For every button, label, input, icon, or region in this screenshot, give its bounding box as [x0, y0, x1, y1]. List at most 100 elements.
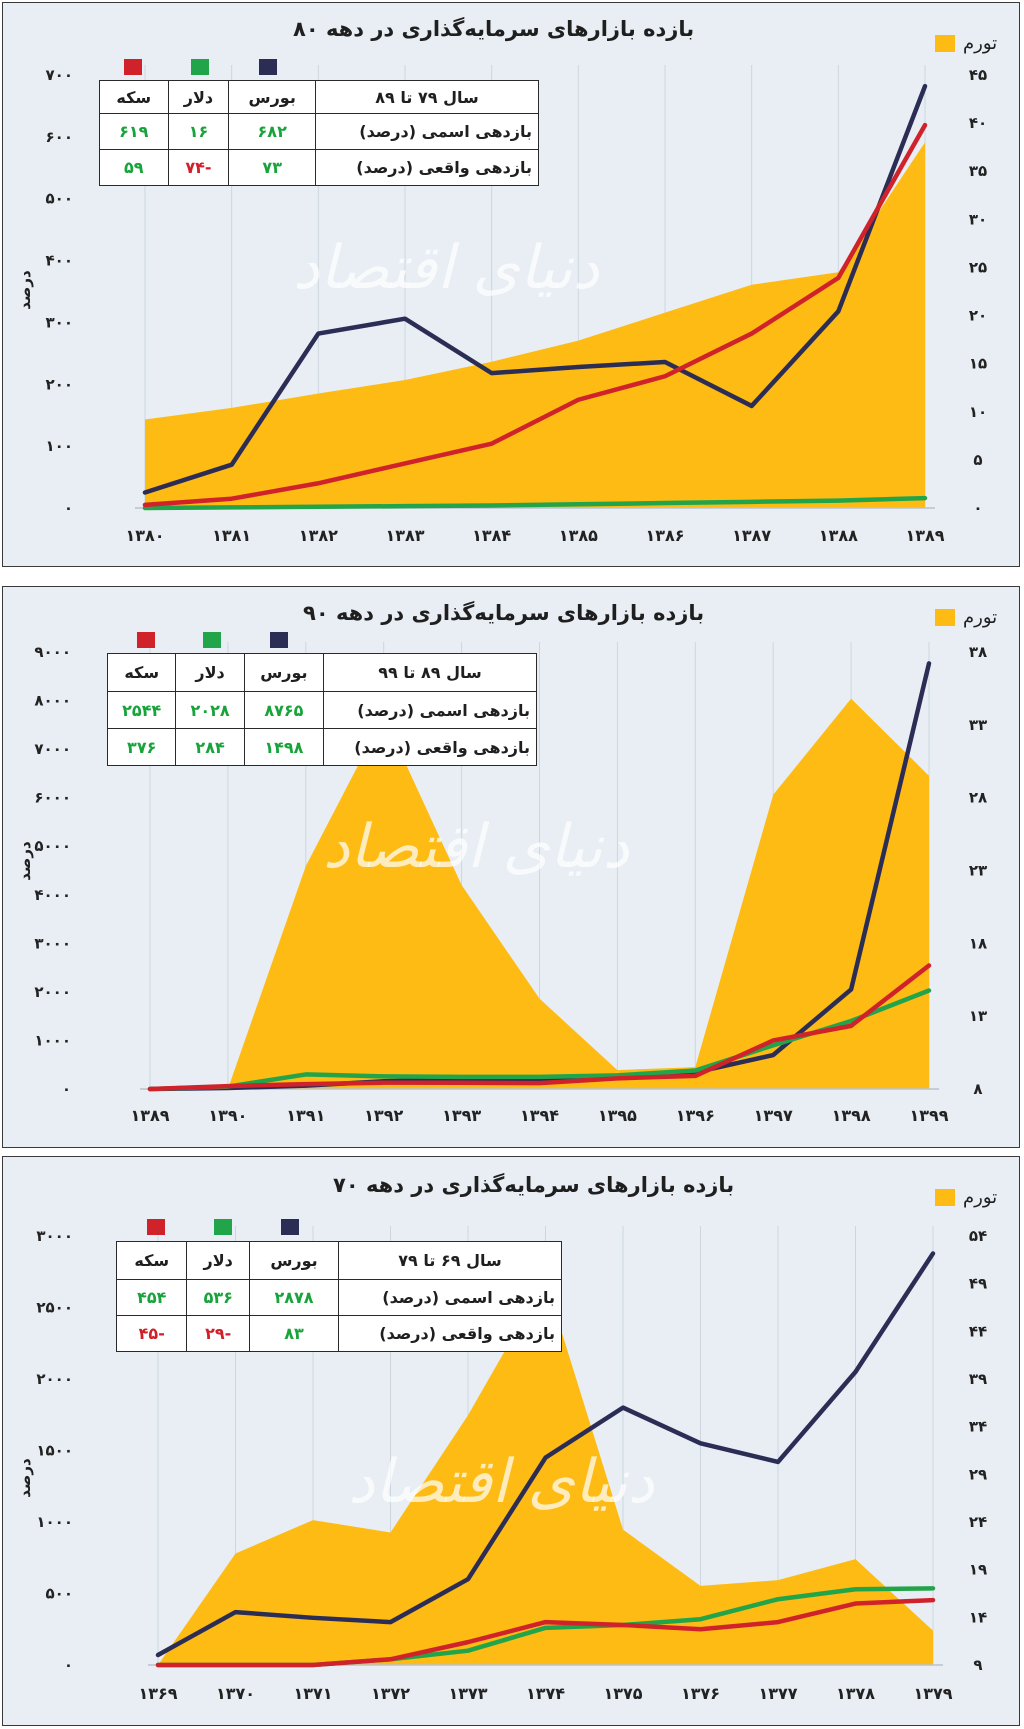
chart-title: بازده بازارهای سرمایه‌گذاری در دهه ۹۰: [303, 601, 705, 625]
table-cell: ۷۳: [228, 149, 316, 186]
inflation-area: [145, 142, 925, 508]
coin-series-line: [142, 122, 928, 508]
chart-title: بازده بازارهای سرمایه‌گذاری در دهه ۷۰: [333, 1173, 735, 1197]
x-tick-label: ۱۳۷۴: [526, 1684, 565, 1703]
x-tick-label: ۱۳۹۹: [909, 1106, 948, 1125]
table-header-dollar: دلار: [175, 653, 245, 692]
left-tick-label: ۳۰۰: [46, 313, 73, 331]
right-tick-label: ۲۵: [969, 258, 987, 276]
left-tick-label: ۰: [64, 1656, 73, 1674]
right-tick-label: ۲۴: [969, 1513, 987, 1531]
left-tick-label: ۴۰۰۰: [34, 886, 71, 904]
left-tick-label: ۹۰۰۰: [34, 643, 71, 661]
table-header-period: سال ۸۹ تا ۹۹: [323, 653, 537, 692]
table-cell: -۲۹: [186, 1315, 250, 1352]
bourse-marker: [270, 632, 288, 648]
left-tick-label: ۸۰۰۰: [34, 692, 71, 710]
right-tick-label: ۵: [973, 451, 982, 469]
x-tick-label: ۱۳۹۷: [754, 1106, 793, 1125]
coin-marker: [147, 1219, 165, 1235]
table-cell: ۶۸۲: [228, 113, 316, 150]
inflation-legend-label: تورم: [963, 33, 998, 54]
left-tick-label: ۳۰۰۰: [34, 934, 71, 952]
dollar-series-line: [142, 495, 928, 511]
x-tick-label: ۱۳۷۳: [448, 1684, 487, 1703]
inflation-legend: تورم: [935, 607, 997, 628]
table-cell: ۴۵۴: [115, 1279, 188, 1316]
returns-table: سال ۶۹ تا ۷۹ بورس دلار سکه بازدهی اسمی (…: [115, 1241, 562, 1352]
x-tick-label: ۱۳۸۱: [212, 526, 251, 545]
right-tick-label: ۱۵: [969, 355, 987, 373]
table-header-bourse: بورس: [243, 653, 325, 692]
x-tick-label: ۱۳۷۰: [216, 1684, 255, 1703]
left-tick-label: ۷۰۰۰: [34, 740, 71, 758]
table-header-coin: سکه: [106, 653, 177, 692]
inflation-legend-label: تورم: [963, 607, 998, 628]
left-tick-label: ۶۰۰: [46, 128, 73, 146]
right-tick-label: ۲۹: [969, 1465, 987, 1483]
chart-panel-70s: ۰ ۵۰۰ ۱۰۰۰ ۱۵۰۰ ۲۰۰۰ ۲۵۰۰ ۳۰۰۰ ۹ ۱۴ ۱۹ ۲۴ ۲۹ ۳۴ ۳۹ ۴۴ ۴…: [2, 1156, 1020, 1726]
table-cell: ۳۷۶: [106, 728, 177, 766]
table-cell: ۲۰۲۸: [175, 691, 245, 729]
left-tick-label: ۱۰۰۰: [36, 1513, 73, 1531]
table-row-label: بازدهی اسمی (درصد): [315, 113, 539, 150]
left-tick-label: ۶۰۰۰: [34, 789, 71, 807]
x-tick-label: ۱۳۹۶: [676, 1106, 715, 1125]
x-tick-label: ۱۳۸۴: [472, 526, 511, 545]
x-tick-label: ۱۳۸۵: [559, 526, 598, 545]
inflation-legend-label: تورم: [963, 1187, 998, 1208]
coin-marker: [124, 59, 142, 75]
left-tick-label: ۷۰۰: [46, 66, 73, 84]
table-row-label: بازدهی واقعی (درصد): [315, 149, 539, 186]
chart-title: بازده بازارهای سرمایه‌گذاری در دهه ۸۰: [293, 17, 695, 41]
table-header-bourse: بورس: [228, 80, 316, 114]
right-tick-label: ۴۵: [969, 66, 987, 84]
table-cell: ۲۵۴۴: [106, 691, 177, 729]
x-tick-label: ۱۳۹۵: [598, 1106, 637, 1125]
x-tick-label: ۱۳۶۹: [138, 1684, 177, 1703]
x-tick-label: ۱۳۷۶: [681, 1684, 720, 1703]
right-tick-label: ۱۸: [969, 934, 987, 952]
x-tick-label: ۱۳۸۶: [645, 526, 684, 545]
chart-svg-90s: ۰ ۱۰۰۰ ۲۰۰۰ ۳۰۰۰ ۴۰۰۰ ۵۰۰۰ ۶۰۰۰ ۷۰۰۰ ۸۰۰۰ ۹۰۰۰ ۸ ۱۳…: [34, 642, 987, 1125]
x-tick-label: ۱۳۸۲: [299, 526, 338, 545]
table-cell: -۴۵: [115, 1315, 188, 1352]
table-cell: ۱۶: [167, 113, 230, 150]
inflation-swatch: [935, 35, 955, 52]
coin-series-line: [155, 1597, 936, 1668]
coin-marker: [137, 632, 155, 648]
y-axis-label: درصد: [15, 841, 34, 881]
x-tick-label: ۱۳۸۳: [385, 526, 424, 545]
right-tick-label: ۲۳: [969, 862, 987, 880]
x-tick-label: ۱۳۸۷: [732, 526, 771, 545]
table-cell: -۷۴: [167, 149, 230, 186]
right-tick-label: ۱۴: [969, 1608, 987, 1626]
table-cell: ۸۷۶۵: [243, 691, 325, 729]
inflation-legend: تورم: [935, 1187, 997, 1208]
left-tick-label: ۰: [62, 1080, 71, 1098]
table-header-dollar: دلار: [186, 1241, 250, 1280]
right-tick-label: ۲۸: [969, 789, 987, 807]
right-tick-label: ۴۹: [969, 1275, 987, 1293]
table-row-label: بازدهی اسمی (درصد): [338, 1279, 562, 1316]
dollar-marker: [191, 59, 209, 75]
table-cell: ۵۹: [99, 149, 169, 186]
inflation-swatch: [935, 609, 955, 626]
bourse-series-line: [155, 1251, 936, 1658]
chart-svg-80s: ۰ ۱۰۰ ۲۰۰ ۳۰۰ ۴۰۰ ۵۰۰ ۶۰۰ ۷۰۰ ۰ ۵ ۱۰ ۱۵ ۲۰ ۲۵ ۳۰ ۳۵ ۴۰ ۴۵…: [46, 65, 987, 545]
returns-table: سال ۷۹ تا ۸۹ بورس دلار سکه بازدهی اسمی (…: [99, 80, 539, 186]
right-tick-label: ۰: [973, 499, 982, 517]
chart-panel-80s: ۰ ۱۰۰ ۲۰۰ ۳۰۰ ۴۰۰ ۵۰۰ ۶۰۰ ۷۰۰ ۰ ۵ ۱۰ ۱۵ ۲۰ ۲۵ ۳۰ ۳۵ ۴۰ ۴۵…: [2, 2, 1020, 567]
table-cell: ۶۱۹: [99, 113, 169, 150]
x-tick-label: ۱۳۸۸: [819, 526, 858, 545]
table-cell: ۵۳۶: [186, 1279, 250, 1316]
right-tick-label: ۸: [973, 1080, 982, 1098]
x-tick-label: ۱۳۸۰: [125, 526, 164, 545]
inflation-area: [158, 1279, 933, 1665]
right-tick-label: ۹: [973, 1656, 982, 1674]
watermark: دنیای اقتصاد: [293, 233, 600, 303]
inflation-area: [150, 698, 929, 1089]
left-tick-label: ۲۰۰: [46, 375, 73, 393]
bourse-series-line: [142, 83, 928, 495]
left-tick-label: ۱۰۰: [46, 437, 73, 455]
